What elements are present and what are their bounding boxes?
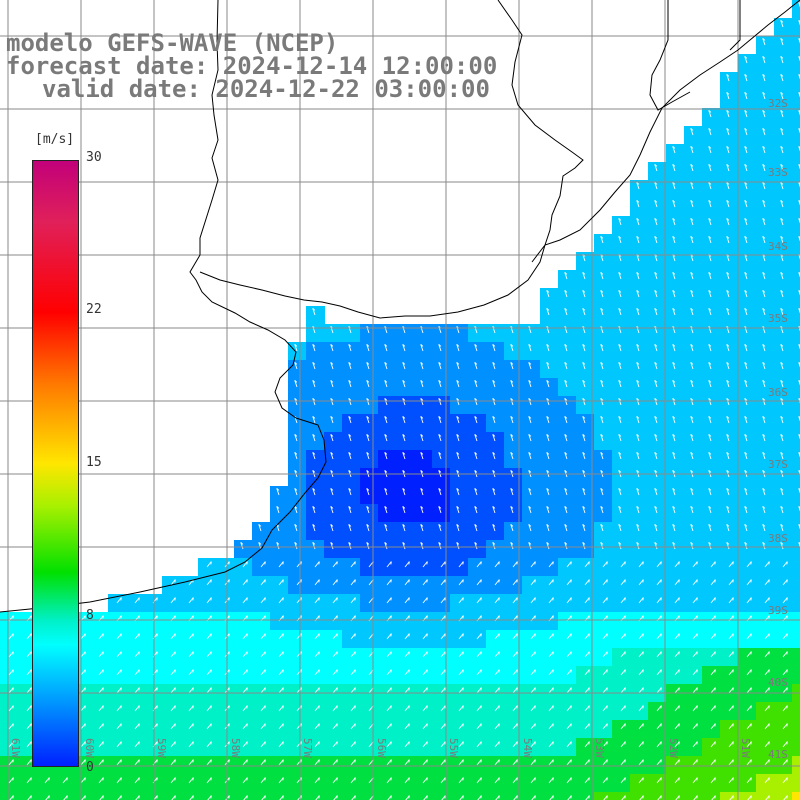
lat-label: 39S (768, 604, 788, 617)
lat-label: 38S (768, 532, 788, 545)
lat-label: 34S (768, 240, 788, 253)
model-title: modelo GEFS-WAVE (NCEP) (6, 29, 339, 57)
lat-label: 36S (768, 386, 788, 399)
lat-label: 40S (768, 676, 788, 689)
lat-label: 35S (768, 312, 788, 325)
colorbar-tick-22: 22 (86, 302, 102, 317)
river-border (649, 0, 741, 111)
lon-label: 59W (155, 738, 168, 758)
colorbar-tick-8: 8 (86, 608, 94, 623)
lon-label: 53W (593, 738, 606, 758)
lon-label: 60W (83, 738, 96, 758)
lon-label: 52W (667, 738, 680, 758)
colorbar-tick-15: 15 (86, 455, 102, 470)
lon-label: 54W (521, 738, 534, 758)
coastline (0, 0, 800, 613)
colorbar-unit: [m/s] (35, 132, 75, 147)
valid-date: valid date: 2024-12-22 03:00:00 (42, 75, 490, 103)
colorbar (32, 160, 79, 767)
forecast-date: forecast date: 2024-12-14 12:00:00 (6, 52, 498, 80)
lat-label: 41S (768, 748, 788, 761)
colorbar-tick-30: 30 (86, 150, 102, 165)
lat-label: 33S (768, 166, 788, 179)
lon-label: 57W (301, 738, 314, 758)
lon-label: 55W (447, 738, 460, 758)
lon-label: 51W (739, 738, 752, 758)
lon-label: 58W (229, 738, 242, 758)
lat-label: 37S (768, 458, 788, 471)
lon-label: 56W (375, 738, 388, 758)
lon-label: 61W (9, 738, 22, 758)
colorbar-tick-0: 0 (86, 760, 94, 775)
lat-label: 32S (768, 97, 788, 110)
